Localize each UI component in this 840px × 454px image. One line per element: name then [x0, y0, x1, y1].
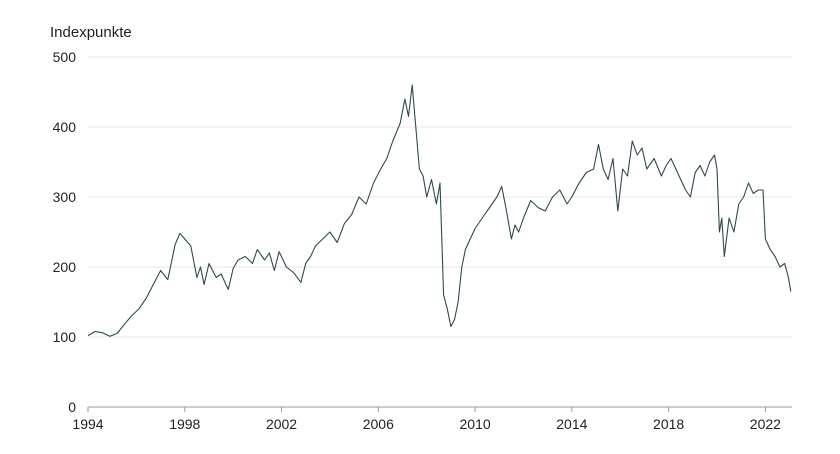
y-tick-label: 500	[53, 49, 77, 65]
x-tick-label: 2022	[750, 416, 781, 432]
y-tick-label: 100	[53, 329, 77, 345]
x-tick-label: 2010	[460, 416, 491, 432]
x-tick-label: 2014	[556, 416, 587, 432]
x-tick-label: 1998	[169, 416, 200, 432]
x-tick-label: 2018	[653, 416, 684, 432]
x-tick-label: 2006	[363, 416, 394, 432]
y-tick-label: 0	[68, 399, 76, 415]
y-tick-label: 400	[53, 119, 77, 135]
y-tick-label: 200	[53, 259, 77, 275]
grid-layer	[87, 56, 792, 412]
y-tick-labels: 0 100 200 300 400 500	[53, 49, 77, 415]
x-tick-label: 1994	[72, 416, 103, 432]
series-line	[87, 84, 792, 337]
x-tick-labels: 1994 1998 2002 2006 2010 2014 2018 2022	[72, 416, 781, 432]
y-axis-label: Indexpunkte	[50, 24, 132, 41]
y-tick-label: 300	[53, 189, 77, 205]
x-tick-label: 2002	[266, 416, 297, 432]
